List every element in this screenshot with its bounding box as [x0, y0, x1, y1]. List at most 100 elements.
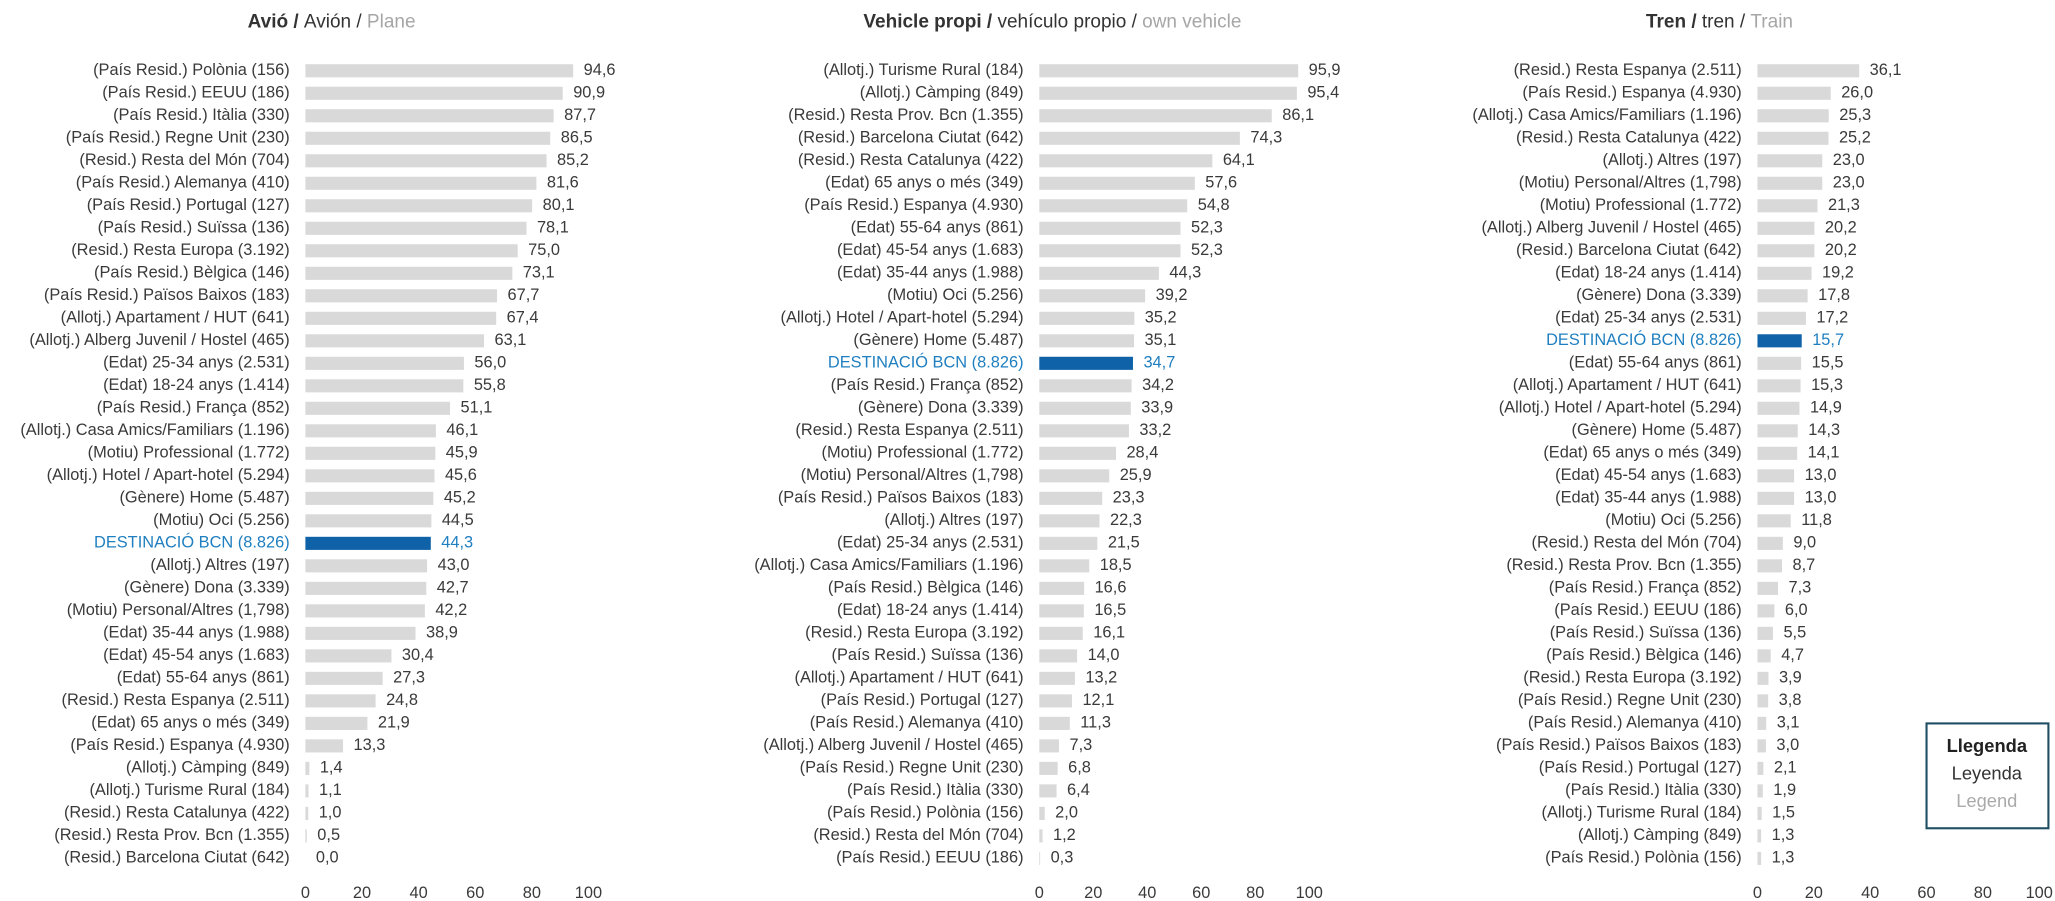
value-label: 78,1	[537, 219, 569, 237]
bar	[1757, 176, 1823, 190]
bar	[1757, 64, 1860, 78]
category-label: (Resid.) Resta Catalunya (422)	[798, 151, 1024, 169]
category-label: (País Resid.) Països Baixos (183)	[44, 286, 290, 304]
value-label: 25,9	[1120, 466, 1152, 484]
value-label: 45,9	[446, 444, 478, 462]
category-label: (País Resid.) França (852)	[1549, 579, 1742, 597]
bar	[305, 424, 436, 438]
bar	[1039, 424, 1129, 438]
value-label: 3,0	[1776, 736, 1799, 754]
bar	[305, 446, 436, 460]
category-label: (Resid.) Resta del Món (704)	[79, 151, 289, 169]
bar	[305, 131, 551, 145]
chart-title: Avió / Avión / Plane	[248, 11, 416, 32]
value-label: 5,5	[1783, 624, 1806, 642]
value-label: 24,8	[386, 691, 418, 709]
bar	[305, 289, 498, 303]
value-label: 6,0	[1785, 601, 1808, 619]
legend-title: Llegenda	[1947, 735, 2028, 756]
title-part: Avión /	[304, 11, 362, 32]
value-label: 15,5	[1812, 354, 1844, 372]
category-label: (Motiu) Oci (5.256)	[1605, 511, 1742, 529]
bar	[305, 154, 547, 168]
value-label: 2,0	[1055, 804, 1078, 822]
category-label: (Motiu) Professional (1.772)	[1540, 196, 1742, 214]
title-part: own vehicle	[1142, 11, 1241, 32]
bar	[1757, 491, 1795, 505]
value-label: 3,1	[1777, 714, 1800, 732]
bar	[1757, 199, 1818, 213]
category-label: (Motiu) Professional (1.772)	[822, 444, 1024, 462]
title-part: Avió /	[248, 11, 300, 32]
value-label: 9,0	[1793, 534, 1816, 552]
bar	[1039, 311, 1135, 325]
value-label: 46,1	[446, 421, 478, 439]
category-label: (Edat) 18-24 anys (1.414)	[1555, 264, 1742, 282]
bar	[1039, 784, 1057, 798]
bar	[305, 694, 376, 708]
title-part: Train	[1750, 11, 1793, 32]
bar	[1039, 761, 1058, 775]
category-label: (País Resid.) Itàlia (330)	[847, 781, 1024, 799]
category-label: (País Resid.) Polònia (156)	[1545, 849, 1742, 867]
category-label: (Motiu) Personal/Altres (1,798)	[1519, 174, 1742, 192]
value-label: 26,0	[1841, 84, 1873, 102]
value-label: 11,8	[1801, 511, 1832, 529]
bar	[1039, 86, 1297, 100]
bar	[1757, 446, 1798, 460]
bar	[305, 334, 485, 348]
value-label: 44,3	[1169, 264, 1201, 282]
category-label: (Edat) 55-64 anys (861)	[851, 219, 1024, 237]
bar	[305, 176, 537, 190]
value-label: 1,3	[1772, 826, 1795, 844]
bar	[305, 356, 464, 370]
x-tick-label: 40	[1138, 884, 1156, 901]
value-label: 90,9	[573, 84, 605, 102]
category-label: (País Resid.) Itàlia (330)	[1565, 781, 1742, 799]
bar	[1039, 716, 1070, 730]
category-label: (Edat) 65 anys o més (349)	[1543, 444, 1741, 462]
value-label: 51,1	[461, 399, 493, 417]
bar	[1039, 289, 1146, 303]
value-label: 36,1	[1870, 61, 1902, 79]
chart-title: Tren / tren / Train	[1646, 11, 1793, 32]
value-label: 67,4	[507, 309, 539, 327]
category-label: (País Resid.) Països Baixos (183)	[1496, 736, 1742, 754]
category-label: (Allotj.) Altres (197)	[1603, 151, 1742, 169]
bar	[1039, 671, 1075, 685]
title-part: tren /	[1702, 11, 1746, 32]
value-label: 86,5	[561, 129, 593, 147]
category-label: (Resid.) Resta Prov. Bcn (1.355)	[1506, 556, 1741, 574]
category-label: (País Resid.) Suïssa (136)	[832, 646, 1024, 664]
value-label: 7,3	[1789, 579, 1812, 597]
category-label: (Gènere) Home (5.487)	[1572, 421, 1742, 439]
category-label: (Resid.) Resta Europa (3.192)	[71, 241, 289, 259]
category-label: (Edat) 65 anys o més (349)	[91, 714, 289, 732]
category-label: (Allotj.) Càmping (849)	[860, 84, 1024, 102]
bar	[1039, 64, 1299, 78]
bar	[305, 581, 427, 595]
bar	[1039, 851, 1041, 865]
value-label: 14,1	[1808, 444, 1840, 462]
bar	[1039, 536, 1098, 550]
bar	[1757, 739, 1766, 753]
category-label: DESTINACIÓ BCN (8.826)	[1546, 330, 1742, 349]
bar	[305, 739, 344, 753]
category-label: (Allotj.) Casa Amics/Familiars (1.196)	[1472, 106, 1741, 124]
bar	[1757, 311, 1806, 325]
category-label: (Resid.) Resta Europa (3.192)	[1523, 669, 1741, 687]
value-label: 39,2	[1156, 286, 1188, 304]
x-tick-label: 80	[523, 884, 541, 901]
value-label: 57,6	[1205, 174, 1237, 192]
value-label: 13,2	[1085, 669, 1117, 687]
value-label: 7,3	[1069, 736, 1092, 754]
category-label: (Edat) 65 anys o més (349)	[825, 174, 1023, 192]
bar	[305, 784, 309, 798]
bar	[1039, 199, 1188, 213]
bar	[1757, 829, 1762, 843]
value-label: 44,3	[441, 534, 473, 552]
value-label: 2,1	[1774, 759, 1797, 777]
category-label: (Edat) 45-54 anys (1.683)	[837, 241, 1024, 259]
value-label: 30,4	[402, 646, 434, 664]
bar	[305, 761, 310, 775]
